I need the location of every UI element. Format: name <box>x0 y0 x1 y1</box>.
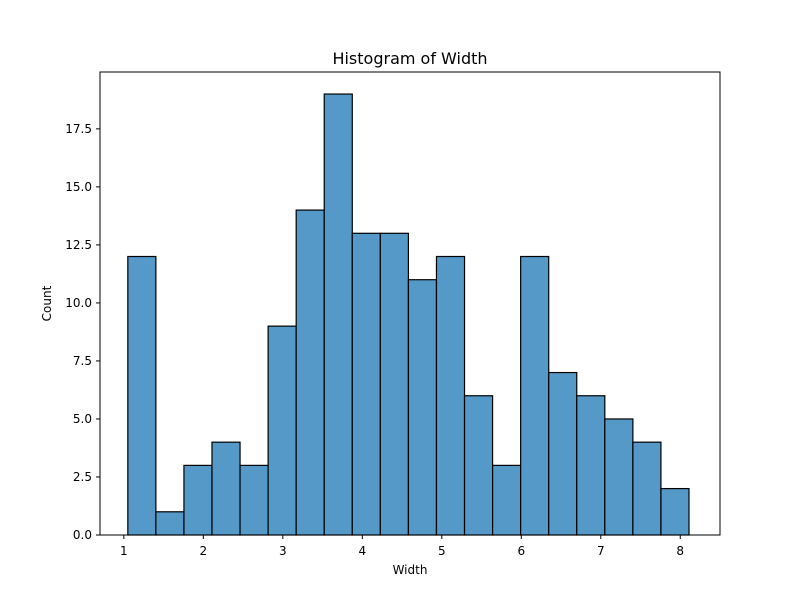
y-tick-label: 7.5 <box>73 354 92 368</box>
y-tick-label: 5.0 <box>73 412 92 426</box>
x-tick-label: 4 <box>358 544 366 558</box>
histogram-bar <box>548 371 578 536</box>
plot-frame <box>99 71 721 536</box>
y-axis-label: Count <box>40 285 54 321</box>
x-tick-label: 5 <box>438 544 446 558</box>
y-axis-ticks: 0.0 2.5 5.0 7.5 10.0 12.5 15.0 17.5 <box>65 122 100 542</box>
histogram-bar <box>323 93 353 536</box>
x-tick-label: 6 <box>517 544 525 558</box>
histogram-bar <box>239 464 269 536</box>
histogram-bar <box>520 255 550 536</box>
histogram-bar <box>632 441 662 536</box>
histogram-bar <box>379 232 410 536</box>
x-axis-label: Width <box>393 563 428 577</box>
histogram-bar <box>267 325 297 536</box>
y-tick-label: 10.0 <box>65 296 92 310</box>
histogram-bar <box>127 255 157 536</box>
histogram-bar <box>491 464 522 536</box>
y-tick-label: 12.5 <box>65 238 92 252</box>
histogram-bar <box>155 511 185 536</box>
histogram-bar <box>576 395 606 536</box>
y-tick-label: 17.5 <box>65 122 92 136</box>
histogram-bar <box>351 232 381 536</box>
histogram-bar <box>660 487 690 536</box>
y-tick-label: 0.0 <box>73 528 92 542</box>
histogram-bar <box>211 441 241 536</box>
y-tick-label: 2.5 <box>73 470 92 484</box>
x-tick-label: 2 <box>200 544 208 558</box>
histogram-bar <box>435 255 466 536</box>
histogram-bar <box>295 209 325 536</box>
histogram-bar <box>183 464 213 536</box>
histogram-bar <box>407 279 438 536</box>
chart-title: Histogram of Width <box>332 49 487 68</box>
x-tick-label: 7 <box>597 544 605 558</box>
histogram-bar <box>463 395 494 536</box>
bars-group <box>127 93 690 536</box>
x-tick-label: 3 <box>279 544 287 558</box>
x-axis-ticks: 1 2 3 4 5 6 7 8 <box>120 535 684 558</box>
x-tick-label: 1 <box>120 544 128 558</box>
histogram-bar <box>604 418 634 536</box>
y-tick-label: 15.0 <box>65 180 92 194</box>
x-tick-label: 8 <box>676 544 684 558</box>
